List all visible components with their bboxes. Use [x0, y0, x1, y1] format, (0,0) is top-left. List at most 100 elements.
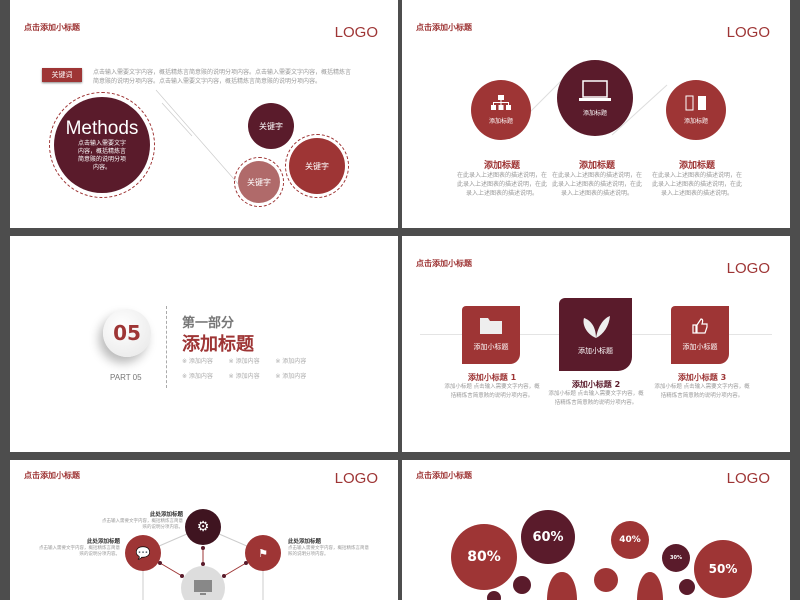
keyword-text: 关键字 — [247, 177, 271, 187]
item-desc: 在此录入上述图表的描述说明，在此录入上述图表的描述说明，在此录入上述图表的描述说… — [552, 172, 643, 197]
methods-circle: Methods 点击输入需要文字内容，概括精炼言简意赅的说明分项内容。 — [54, 97, 150, 193]
slide-thumbnail-4[interactable]: 点击添加小标题 LOGO 添加小标题 添加小标题 添加小标题 添加小标题 1 添加… — [402, 236, 790, 452]
methods-title: Methods — [65, 118, 139, 139]
thumbs-up-icon — [692, 318, 708, 334]
item-desc: 添加小标题 点击输入需要文字内容，概括精炼言简意赅的说明分项内容。 — [444, 384, 540, 399]
item-desc: 在此录入上述图表的描述说明，在此录入上述图表的描述说明，在此录入上述图表的描述说… — [457, 172, 548, 197]
node-desc: 点击输入需要文字内容，概括精炼言简意赅的说明分项内容。 — [288, 546, 369, 557]
node-text-right: 此处添加标题 点击输入需要文字内容，概括精炼言简意赅的说明分项内容。 — [288, 537, 373, 557]
section-number-circle: 05 — [103, 309, 151, 357]
section-label: 第一部分 — [182, 316, 235, 331]
laptop-icon — [579, 79, 611, 101]
logo: LOGO — [726, 24, 770, 41]
keyword-text: 关键字 — [305, 161, 329, 171]
content-item: ※ 添加内容 — [275, 358, 307, 365]
box-label: 添加小标题 — [578, 346, 613, 355]
content-item: ※ 添加内容 — [228, 373, 260, 380]
slide-thumbnail-6[interactable]: 点击添加小标题 LOGO 80% 60% 40% 30% 50% — [402, 460, 790, 600]
item-text-2: 添加标题 在此录入上述图表的描述说明，在此录入上述图表的描述说明，在此录入上述图表… — [552, 158, 642, 198]
logo: LOGO — [726, 260, 770, 277]
people-silhouettes — [487, 568, 695, 600]
percent-bubble-3: 40% — [611, 521, 649, 559]
percent-bubble-5: 50% — [694, 540, 752, 598]
flag-icon: ⚑ — [258, 546, 268, 560]
item-title: 添加标题 — [578, 161, 615, 171]
node-gear: ⚙ — [185, 509, 221, 545]
slide-subtitle: 点击添加小标题 — [416, 23, 472, 32]
node-desc: 点击输入需要文字内容，概括精炼言简意赅的说明分项内容。 — [39, 546, 120, 557]
node-chat: 💬 — [125, 535, 161, 571]
bubble-value: 50% — [708, 562, 738, 576]
item-title: 添加标题 — [678, 161, 715, 171]
node-title: 此处添加标题 — [86, 539, 120, 545]
logo: LOGO — [334, 470, 378, 487]
keyword-text: 关键字 — [259, 121, 283, 131]
node-title: 此处添加标题 — [149, 512, 183, 518]
section-title: 添加标题 — [182, 334, 254, 355]
bubble-value: 40% — [619, 535, 641, 545]
methods-text: 点击输入需要文字内容，概括精炼言简意赅的说明分项内容。 — [77, 140, 126, 171]
bubble-value: 80% — [467, 549, 501, 565]
slide-thumbnail-1[interactable]: 点击添加小标题 LOGO 关键词 点击输入需要文字内容，概括精炼言简意赅的说明分… — [10, 0, 398, 228]
hierarchy-icon — [491, 95, 511, 110]
box-item-1: 添加小标题 — [462, 306, 520, 364]
connector-lines — [155, 89, 241, 187]
dashed-ring — [234, 157, 284, 207]
node-title: 此处添加标题 — [288, 539, 322, 545]
dashed-ring — [49, 92, 155, 198]
content-item: ※ 添加内容 — [275, 373, 307, 380]
keyword-circle-2: 关键字 — [289, 138, 345, 194]
logo: LOGO — [726, 470, 770, 487]
keyword-circle-3: 关键字 — [238, 161, 280, 203]
item-title: 添加小标题 2 — [571, 380, 621, 389]
node-text-top: 此处添加标题 点击输入需要文字内容，概括精炼言简意赅的说明分项内容。 — [98, 510, 183, 530]
chat-icon: 💬 — [135, 546, 151, 560]
circle-item-2: 添加标题 — [557, 60, 633, 136]
item-desc: 添加小标题 点击输入需要文字内容，概括精炼言简意赅的说明分项内容。 — [548, 391, 644, 406]
item-title: 添加标题 — [483, 161, 520, 171]
battery-icon — [685, 95, 706, 111]
circle-label: 添加标题 — [683, 118, 708, 125]
percent-bubble-4: 30% — [662, 544, 690, 572]
logo: LOGO — [334, 24, 378, 41]
gear-icon: ⚙ — [196, 519, 210, 535]
node-text-left: 此处添加标题 点击输入需要文字内容，概括精炼言简意赅的说明分项内容。 — [35, 537, 120, 557]
dashed-ring — [285, 134, 349, 198]
bubble-value: 30% — [670, 555, 682, 561]
node-monitor — [181, 566, 225, 600]
circle-label: 添加标题 — [488, 118, 513, 125]
part-label: PART 05 — [110, 373, 142, 382]
item-text-1: 添加小标题 1 添加小标题 点击输入需要文字内容，概括精炼言简意赅的说明分项内容。 — [442, 372, 542, 401]
box-label: 添加小标题 — [473, 343, 509, 351]
item-desc: 在此录入上述图表的描述说明，在此录入上述图表的描述说明，在此录入上述图表的描述说… — [652, 172, 743, 197]
item-text-3: 添加标题 在此录入上述图表的描述说明，在此录入上述图表的描述说明，在此录入上述图表… — [652, 158, 742, 198]
folder-icon — [480, 318, 502, 334]
node-desc: 点击输入需要文字内容，概括精炼言简意赅的说明分项内容。 — [102, 519, 183, 530]
item-title: 添加小标题 1 — [467, 373, 517, 382]
bubble-value: 60% — [532, 529, 564, 545]
slide-subtitle: 点击添加小标题 — [416, 471, 472, 480]
content-list: ※ 添加内容 ※ 添加内容 ※ 添加内容 ※ 添加内容 ※ 添加内容 ※ 添加内容 — [182, 356, 322, 380]
monitor-icon — [194, 580, 212, 595]
slide-thumbnail-5[interactable]: 点击添加小标题 LOGO ⚙ 💬 ⚑ 此处添加标题 点击输入需要文字内容，概括精炼… — [10, 460, 398, 600]
slide-thumbnail-2[interactable]: 点击添加小标题 LOGO 添加标题 添加标题 添加标题 添加标题 在此录入上述图表… — [402, 0, 790, 228]
slide-subtitle: 点击添加小标题 — [416, 259, 472, 268]
keyword-paragraph: 点击输入需要文字内容，概括精炼言简意赅的说明分项内容。点击输入需要文字内容，概括… — [93, 69, 352, 85]
slide-subtitle: 点击添加小标题 — [24, 23, 80, 32]
content-item: ※ 添加内容 — [182, 358, 213, 365]
item-title: 添加小标题 3 — [677, 373, 727, 382]
slide-subtitle: 点击添加小标题 — [24, 471, 80, 480]
section-number: 05 — [113, 321, 141, 345]
divider — [166, 306, 167, 388]
circle-item-1: 添加标题 — [471, 80, 531, 140]
content-item: ※ 添加内容 — [182, 373, 213, 380]
box-item-2: 添加小标题 — [559, 298, 632, 371]
node-flag: ⚑ — [245, 535, 281, 571]
item-text-1: 添加标题 在此录入上述图表的描述说明，在此录入上述图表的描述说明，在此录入上述图表… — [457, 158, 547, 198]
slide-thumbnail-3[interactable]: 05 PART 05 第一部分 添加标题 ※ 添加内容 ※ 添加内容 ※ 添加内容 ※… — [10, 236, 398, 452]
item-text-2: 添加小标题 2 添加小标题 点击输入需要文字内容，概括精炼言简意赅的说明分项内容。 — [546, 379, 646, 408]
circle-item-3: 添加标题 — [666, 80, 726, 140]
keyword-circle-1: 关键字 — [248, 103, 294, 149]
box-label: 添加小标题 — [682, 343, 718, 351]
box-item-3: 添加小标题 — [671, 306, 729, 364]
